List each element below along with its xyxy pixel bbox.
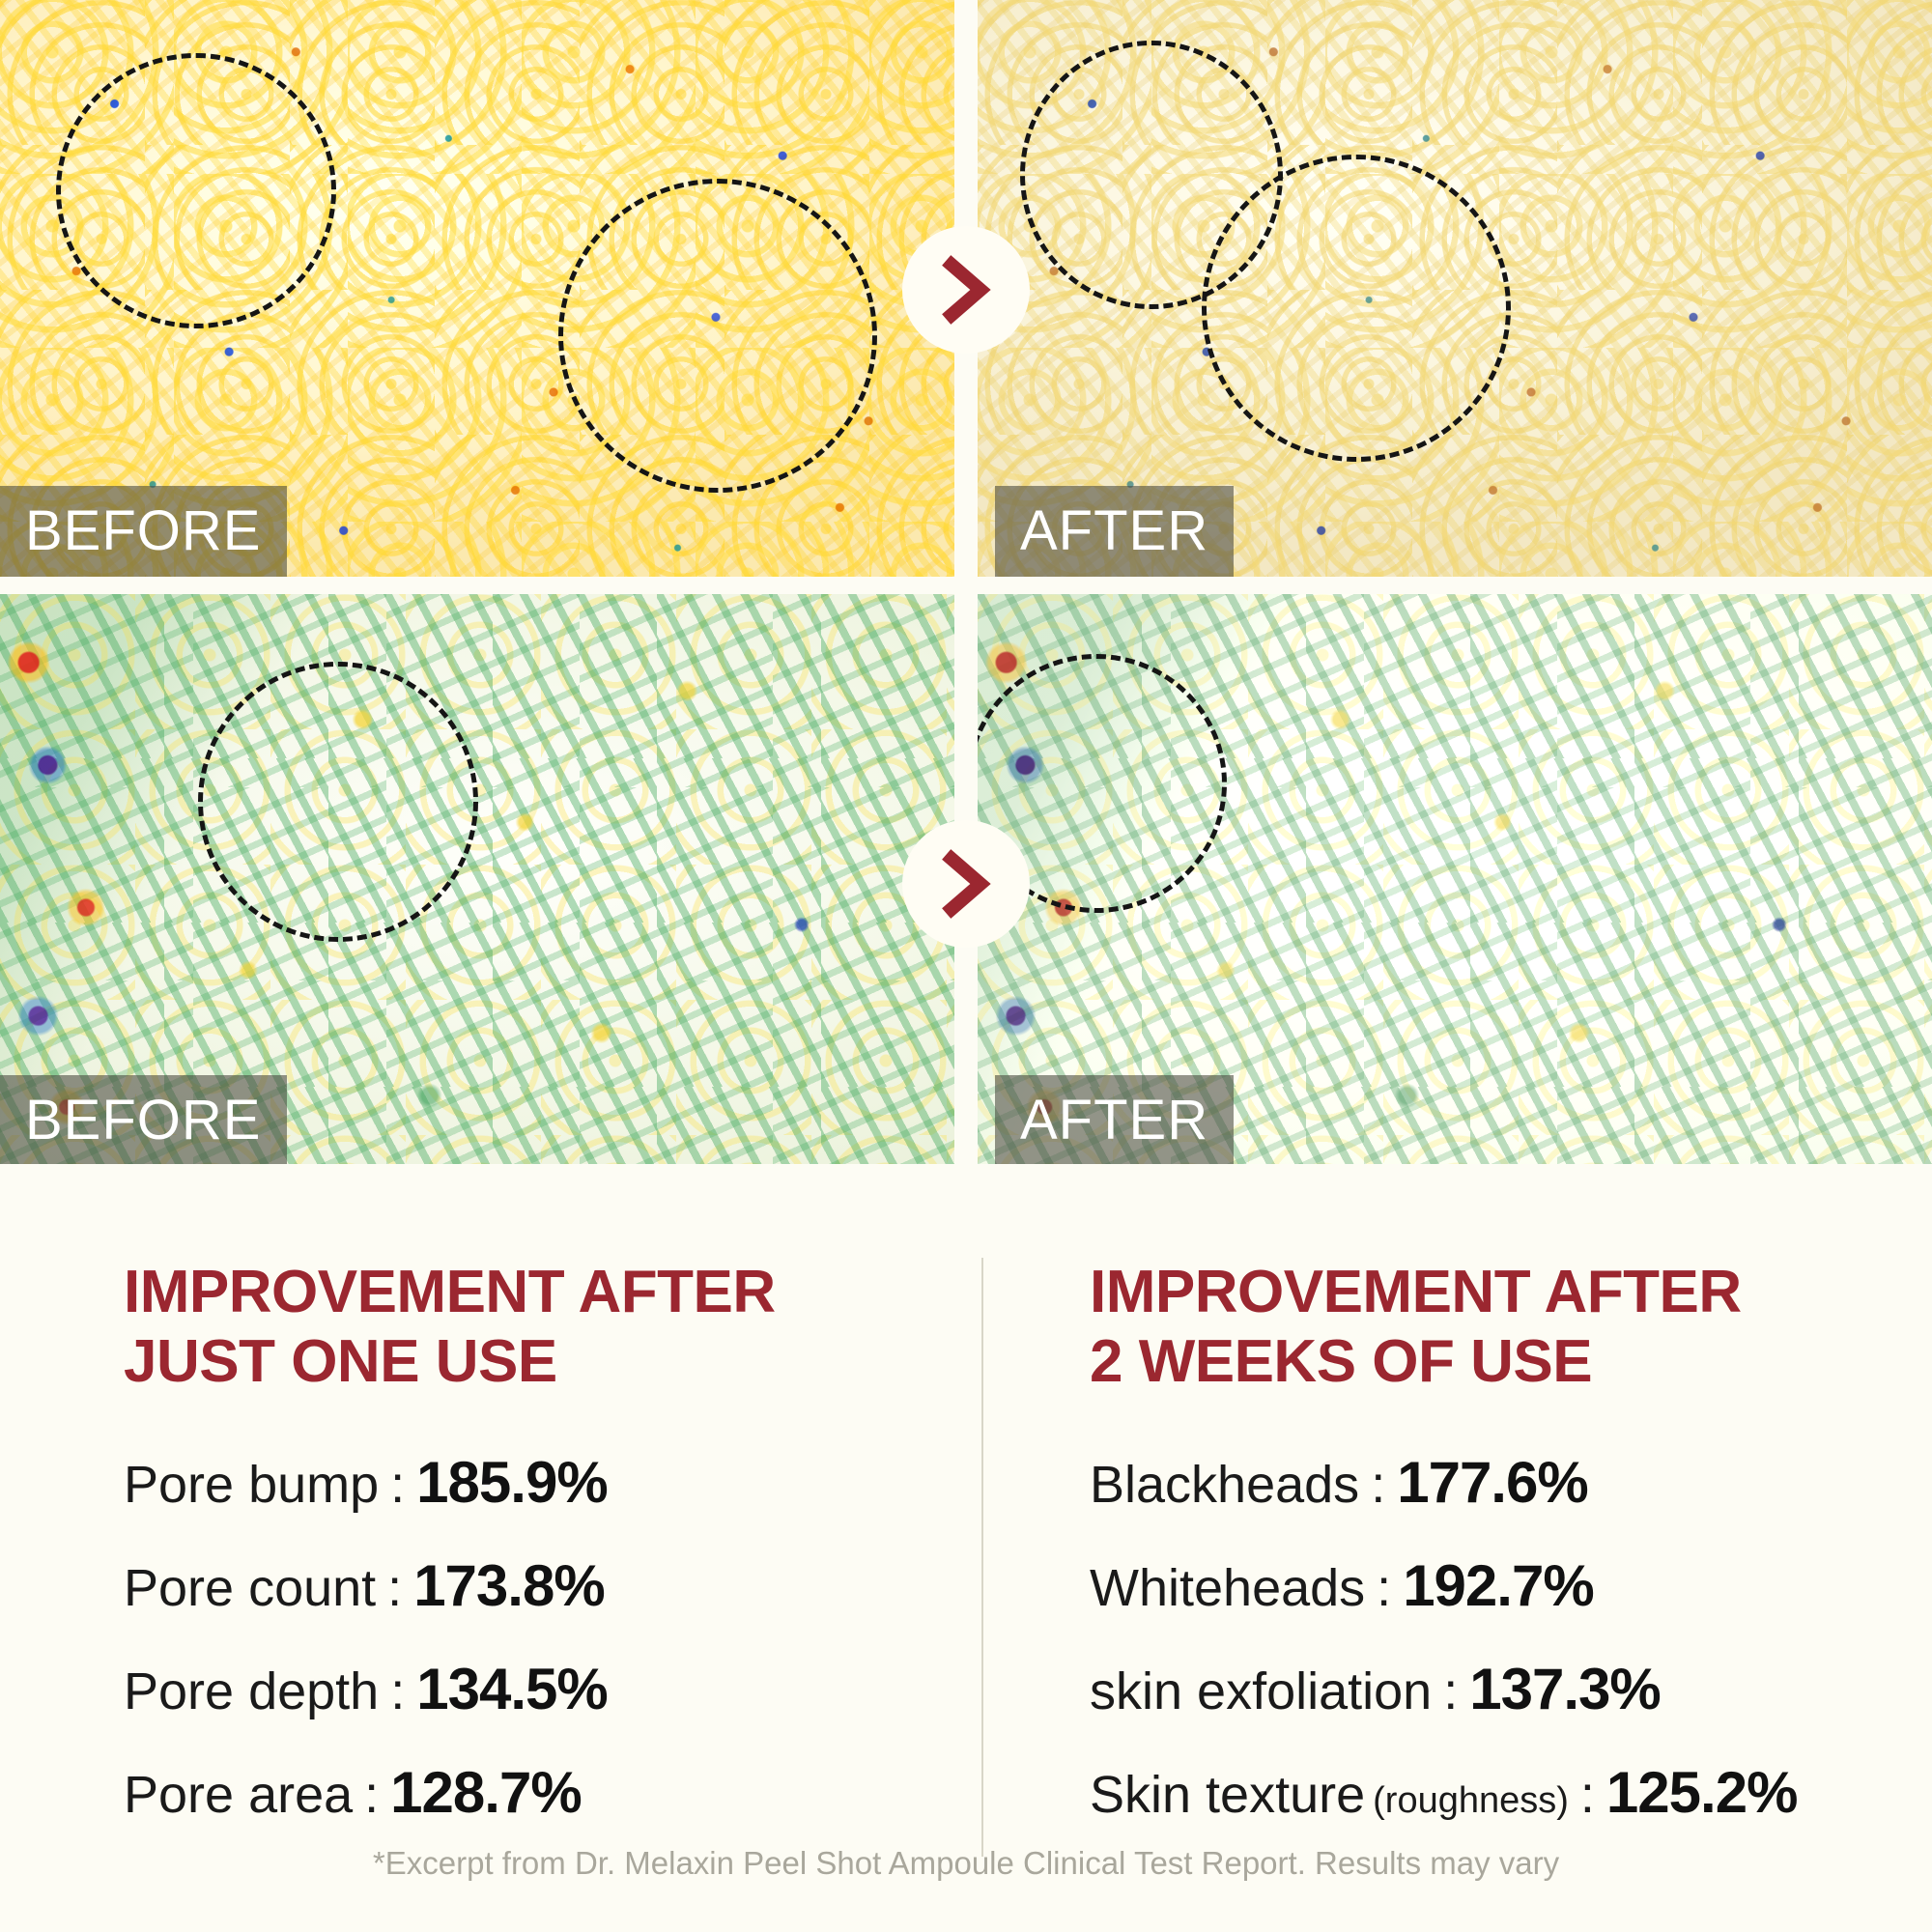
stat-label: Pore bump	[124, 1455, 380, 1514]
column-title-two-weeks: IMPROVEMENT AFTER 2 WEEKS OF USE	[1090, 1259, 1742, 1395]
analysis-circle-2	[558, 179, 877, 493]
pore-map-after-image: AFTER	[978, 0, 1932, 577]
chevron-right-icon	[936, 255, 996, 325]
stat-value: 177.6%	[1397, 1449, 1588, 1515]
column-title-one-use: IMPROVEMENT AFTER JUST ONE USE	[124, 1259, 776, 1395]
analysis-circle-1	[56, 53, 336, 328]
comparison-arrow-badge-row2	[902, 820, 1030, 948]
texture-heatmap-texture	[0, 594, 954, 1164]
stat-row: Skin texture (roughness) : 125.2%	[1090, 1759, 1901, 1826]
stat-separator: :	[390, 1662, 406, 1720]
texture-map-after-image: AFTER	[978, 594, 1932, 1164]
stat-separator: :	[390, 1455, 406, 1514]
stat-list-one-use: Pore bump : 185.9% Pore count : 173.8% P…	[124, 1449, 887, 1826]
stat-label: Pore depth	[124, 1662, 380, 1720]
results-column-one-use: IMPROVEMENT AFTER JUST ONE USE Pore bump…	[124, 1169, 887, 1862]
stat-separator: :	[1579, 1765, 1595, 1824]
stat-value: 173.8%	[413, 1552, 605, 1618]
stat-row: Pore depth : 134.5%	[124, 1656, 887, 1722]
analysis-circle-2	[1202, 155, 1511, 462]
stat-value: 134.5%	[416, 1656, 608, 1721]
after-label-row2: AFTER	[995, 1075, 1235, 1164]
chevron-right-icon	[936, 849, 996, 919]
stat-separator: :	[387, 1558, 403, 1617]
stat-label: skin exfoliation	[1090, 1662, 1433, 1720]
stat-label-sub: (roughness)	[1373, 1779, 1569, 1821]
stat-label: Pore area	[124, 1765, 354, 1824]
before-label-row2: BEFORE	[0, 1075, 287, 1164]
horizontal-divider	[0, 577, 1932, 594]
analysis-circle-1	[198, 662, 478, 942]
stat-row: Pore area : 128.7%	[124, 1759, 887, 1826]
stat-value: 185.9%	[416, 1449, 608, 1515]
analysis-circle-1	[978, 654, 1227, 913]
stat-row: Pore bump : 185.9%	[124, 1449, 887, 1516]
footnote-disclaimer: *Excerpt from Dr. Melaxin Peel Shot Ampo…	[372, 1845, 1560, 1881]
stat-separator: :	[1371, 1455, 1386, 1514]
stat-row: Pore count : 173.8%	[124, 1552, 887, 1619]
before-label-row1: BEFORE	[0, 486, 287, 577]
stat-label: Skin texture	[1090, 1765, 1366, 1824]
stat-label: Pore count	[124, 1558, 377, 1617]
comparison-arrow-badge-row1	[902, 226, 1030, 354]
before-after-grid: BEFORE AFTER BEFORE AFTER	[0, 0, 1932, 1164]
stat-separator: :	[1443, 1662, 1459, 1720]
results-column-two-weeks: IMPROVEMENT AFTER 2 WEEKS OF USE Blackhe…	[1090, 1169, 1901, 1862]
texture-map-before-image: BEFORE	[0, 594, 954, 1164]
stat-value: 128.7%	[390, 1759, 582, 1825]
stat-separator: :	[364, 1765, 380, 1824]
stat-value: 137.3%	[1469, 1656, 1661, 1721]
results-section: IMPROVEMENT AFTER JUST ONE USE Pore bump…	[0, 1169, 1932, 1932]
stat-value: 125.2%	[1605, 1759, 1798, 1825]
stat-separator: :	[1377, 1558, 1392, 1617]
stat-row: skin exfoliation : 137.3%	[1090, 1656, 1901, 1722]
stat-list-two-weeks: Blackheads : 177.6% Whiteheads : 192.7% …	[1090, 1449, 1901, 1826]
after-label-row1: AFTER	[995, 486, 1235, 577]
column-divider	[981, 1258, 983, 1857]
stat-value: 192.7%	[1403, 1552, 1594, 1618]
stat-row: Blackheads : 177.6%	[1090, 1449, 1901, 1516]
stat-row: Whiteheads : 192.7%	[1090, 1552, 1901, 1619]
stat-label: Whiteheads	[1090, 1558, 1366, 1617]
stat-label: Blackheads	[1090, 1455, 1360, 1514]
pore-map-before-image: BEFORE	[0, 0, 954, 577]
